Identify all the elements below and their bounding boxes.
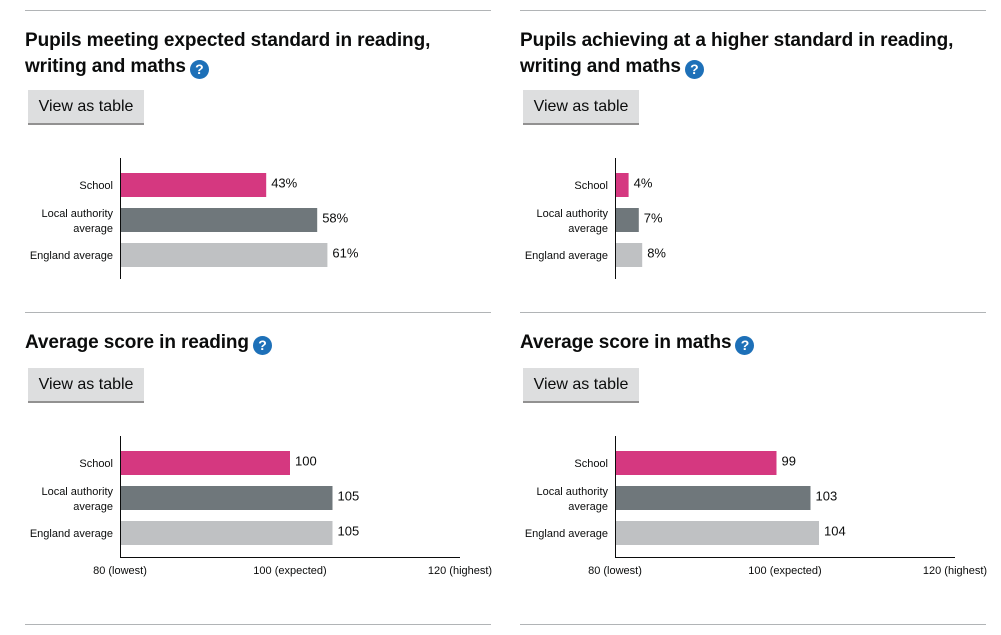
bar [615,486,811,510]
value-label: 104 [824,524,846,539]
category-label: Local authority average [536,486,608,513]
divider [520,10,986,11]
value-label: 4% [634,176,653,191]
bar [615,208,639,232]
value-label: 105 [338,489,360,504]
tick-label: 80 (lowest) [588,565,642,577]
value-label: 58% [322,211,348,226]
panel-reading-score: Average score in reading? View as table … [25,312,492,614]
panel-title: Average score in reading? [25,330,491,356]
category-label: England average [30,528,113,540]
bar [120,173,267,197]
view-as-table-button[interactable]: View as table [523,90,639,123]
category-label: School [79,458,113,470]
category-label: School [574,180,608,192]
panel-title: Pupils meeting expected standard in read… [25,30,431,79]
tick-label: 80 (lowest) [93,565,147,577]
panel-expected-standard: Pupils meeting expected standard in read… [25,10,491,312]
bar-chart: 100 School 105 Local authority average 105 Eng… [30,436,492,577]
value-label: 8% [647,246,666,261]
divider [25,312,491,313]
divider [520,312,986,313]
panel-higher-standard: Pupils achieving at a higher standard in… [520,10,986,312]
category-label: School [79,180,113,192]
value-label: 103 [816,489,838,504]
bar-chart: 43% School 58% Local authority average 61% Eng… [30,158,359,279]
view-as-table-button[interactable]: View as table [523,368,639,401]
tick-label: 100 (expected) [748,565,821,577]
bar [615,451,777,475]
value-label: 100 [295,454,317,469]
divider [25,624,491,625]
bar-chart: 99 School 103 Local authority average 104 Engl… [525,436,987,577]
category-label: England average [525,250,608,262]
help-icon[interactable]: ? [684,60,704,79]
value-label: 105 [338,524,360,539]
bar [120,521,333,545]
view-as-table-button[interactable]: View as table [28,368,144,401]
bar [120,243,328,267]
bar [120,486,333,510]
view-as-table-button[interactable]: View as table [28,90,144,123]
value-label: 99 [782,454,796,469]
tick-label: 100 (expected) [253,565,326,577]
help-icon[interactable]: ? [735,336,755,355]
panel-title: Average score in maths? [520,330,986,356]
category-label: Local authority average [41,208,113,235]
value-label: 43% [271,176,297,191]
value-label: 7% [644,211,663,226]
help-icon[interactable]: ? [189,60,209,79]
category-label: England average [525,528,608,540]
bar [120,208,318,232]
category-label: Local authority average [536,208,608,235]
bar [120,451,290,475]
panel-maths-score: Average score in maths? View as table 99… [520,312,987,614]
help-icon[interactable]: ? [252,336,272,355]
category-label: Local authority average [41,486,113,513]
value-label: 61% [332,246,358,261]
bar [615,521,819,545]
tick-label: 120 (highest) [428,565,492,577]
divider [25,10,491,11]
bar [615,243,643,267]
bar [615,173,629,197]
category-label: England average [30,250,113,262]
tick-label: 120 (highest) [923,565,987,577]
divider [520,624,986,625]
bar-chart: 4% School 7% Local authority average 8% Englan… [525,158,666,279]
panel-title: Pupils achieving at a higher standard in… [520,30,954,79]
category-label: School [574,458,608,470]
